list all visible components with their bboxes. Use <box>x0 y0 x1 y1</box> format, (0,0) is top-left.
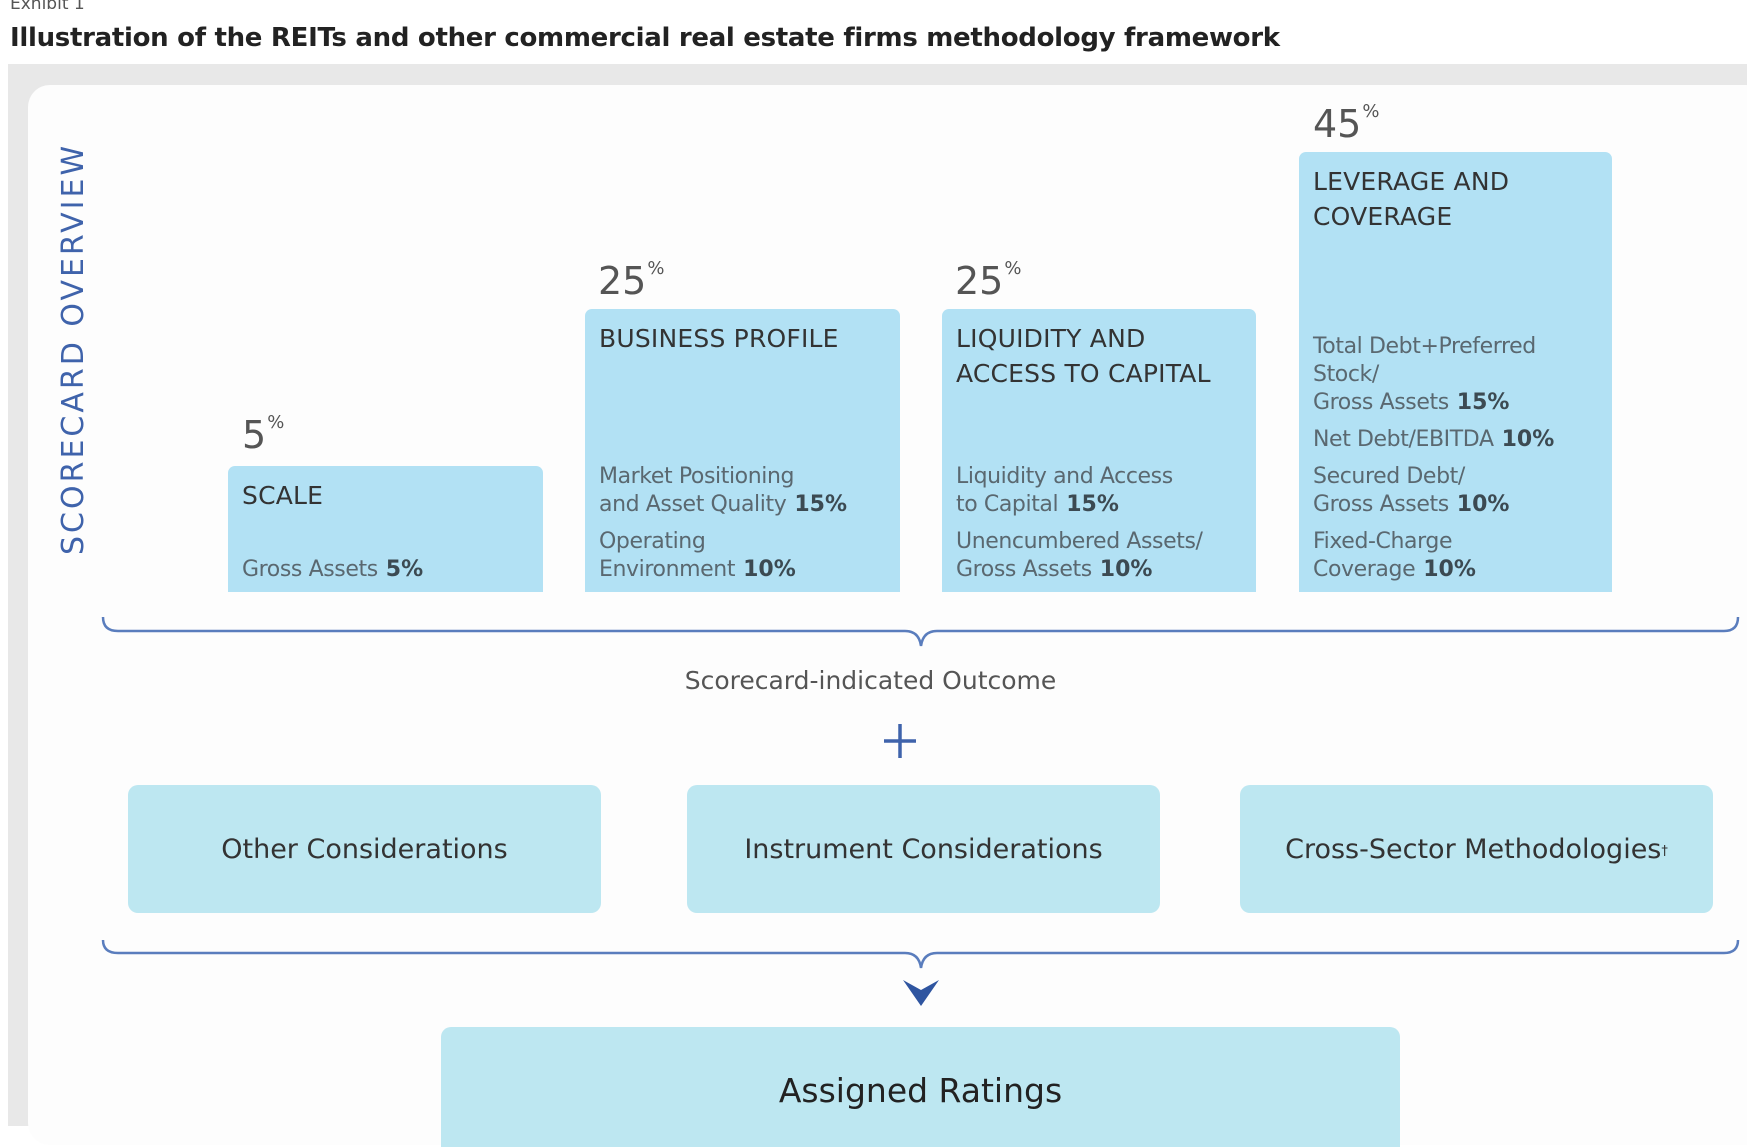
assigned-ratings-box: Assigned Ratings <box>441 1027 1400 1147</box>
arrow-down-icon <box>903 980 939 1006</box>
figure-title: Illustration of the REITs and other comm… <box>10 23 1280 53</box>
factor-weight-liquidity: 25% <box>955 258 1022 303</box>
consideration-cross-sector: Cross-Sector Methodologies † <box>1240 785 1713 913</box>
factor-weight-business-profile: 25% <box>598 258 665 303</box>
outcome-label: Scorecard-indicated Outcome <box>684 666 1057 695</box>
subfactor-fixed-charge-coverage: Fixed-Charge Coverage 10% <box>1313 529 1476 582</box>
consideration-other: Other Considerations <box>128 785 601 913</box>
factor-box-liquidity: LIQUIDITY AND ACCESS TO CAPITAL Liquidity… <box>942 309 1256 592</box>
upper-brace-icon <box>101 616 1740 647</box>
subfactor-secured-debt: Secured Debt/Gross Assets 10% <box>1313 464 1510 517</box>
factor-title: LIQUIDITY AND ACCESS TO CAPITAL <box>956 324 1211 388</box>
subfactor-operating-environment: Operating Environment 10% <box>599 529 796 582</box>
factor-title: SCALE <box>242 481 324 510</box>
factor-box-scale: SCALE Gross Assets 5% <box>228 466 543 592</box>
factor-title: BUSINESS PROFILE <box>599 324 839 353</box>
subfactor-gross-assets: Gross Assets 5% <box>242 557 424 582</box>
exhibit-label: Exhibit 1 <box>10 0 85 14</box>
footnote-dagger: † <box>1661 843 1668 859</box>
factor-weight-leverage: 45% <box>1313 101 1380 146</box>
factor-box-business-profile: BUSINESS PROFILE Market Positioning and A… <box>585 309 900 592</box>
factor-weight-scale: 5% <box>242 412 285 457</box>
subfactor-net-debt-ebitda: Net Debt/EBITDA 10% <box>1313 427 1555 452</box>
subfactor-unencumbered-assets: Unencumbered Assets/Gross Assets 10% <box>956 529 1203 582</box>
subfactor-market-positioning: Market Positioning and Asset Quality 15% <box>599 464 847 517</box>
subfactor-liquidity-access: Liquidity and Access to Capital 15% <box>956 464 1173 517</box>
factor-title: LEVERAGE AND COVERAGE <box>1313 167 1510 231</box>
factor-box-leverage: LEVERAGE AND COVERAGE Total Debt+Preferre… <box>1299 152 1612 592</box>
consideration-instrument: Instrument Considerations <box>687 785 1160 913</box>
subfactor-total-debt-preferred: Total Debt+Preferred Stock/Gross Assets 1… <box>1313 334 1536 415</box>
lower-brace-icon <box>101 939 1740 969</box>
plus-icon <box>884 724 916 758</box>
